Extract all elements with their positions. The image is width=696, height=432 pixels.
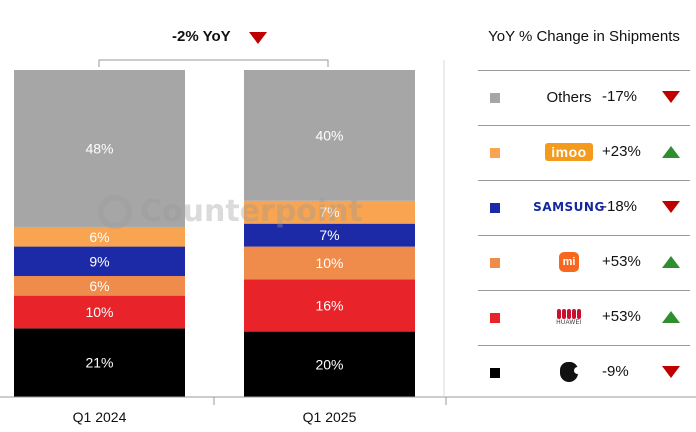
- data-label: 7%: [319, 227, 339, 243]
- bar-segment-samsung-q1-2024: [14, 246, 185, 277]
- bar-segment-others-q1-2025: [244, 70, 415, 201]
- data-label: 10%: [315, 255, 343, 271]
- imoo-logo-icon: imoo: [545, 143, 593, 161]
- samsung-logo-icon: SAMSUNG: [533, 200, 605, 214]
- down-arrow-icon: [662, 366, 680, 378]
- data-label: 48%: [85, 140, 113, 156]
- bar-segment-xiaomi-q1-2024: [14, 276, 185, 296]
- bar-segment-xiaomi-q1-2025: [244, 246, 415, 280]
- bar-segment-others-q1-2024: [14, 70, 185, 227]
- data-label: 16%: [315, 297, 343, 313]
- legend-row-apple: -9%: [478, 345, 690, 398]
- legend-swatch: [490, 258, 500, 268]
- up-arrow-icon: [662, 256, 680, 268]
- up-arrow-icon: [662, 146, 680, 158]
- xiaomi-logo-icon: mi: [559, 252, 579, 272]
- x-tick-label: Q1 2025: [303, 409, 357, 425]
- legend-yoy-change: -18%: [602, 198, 638, 215]
- legend-yoy-change: +53%: [602, 308, 641, 325]
- down-arrow-icon: [662, 91, 680, 103]
- legend-swatch: [490, 93, 500, 103]
- data-label: 20%: [315, 356, 343, 372]
- bar-segment-samsung-q1-2025: [244, 223, 415, 247]
- legend-brand: mi: [514, 236, 624, 288]
- yoy-down-arrow-icon: [249, 32, 267, 44]
- data-label: 6%: [89, 229, 109, 245]
- legend-row-samsung: SAMSUNG -18%: [478, 180, 690, 233]
- bar-segment-apple-q1-2024: [14, 328, 185, 397]
- legend-brand: [514, 346, 624, 398]
- data-label: 9%: [89, 253, 109, 269]
- legend-brand: Others: [514, 71, 624, 123]
- legend-brand: HUAWEI: [514, 291, 624, 343]
- data-label: 7%: [319, 204, 339, 220]
- x-tick-label: Q1 2024: [73, 409, 127, 425]
- legend-yoy-change: +53%: [602, 253, 641, 270]
- bar-segment-huawei-q1-2024: [14, 295, 185, 329]
- legend-swatch: [490, 313, 500, 323]
- up-arrow-icon: [662, 311, 680, 323]
- bar-segment-apple-q1-2025: [244, 331, 415, 397]
- yoy-annotation-label: -2% YoY: [172, 28, 231, 45]
- legend-brand: SAMSUNG: [514, 181, 624, 233]
- data-label: 6%: [89, 278, 109, 294]
- bar-segment-imoo-q1-2025: [244, 200, 415, 224]
- legend-swatch: [490, 148, 500, 158]
- bars-layer: 21% 10% 6% 9% 6% 48% 20% 16% 10% 7% 7% 40%: [14, 70, 415, 397]
- legend-row-imoo: imoo +23%: [478, 125, 690, 178]
- down-arrow-icon: [662, 201, 680, 213]
- brand-label: Others: [546, 88, 592, 106]
- data-label: 21%: [85, 355, 113, 371]
- legend-yoy-change: +23%: [602, 143, 641, 160]
- legend-row-others: Others -17%: [478, 70, 690, 123]
- legend-swatch: [490, 203, 500, 213]
- legend-title: YoY % Change in Shipments: [488, 28, 680, 45]
- bar-segment-huawei-q1-2025: [244, 279, 415, 332]
- data-label: 40%: [315, 127, 343, 143]
- legend-brand: imoo: [514, 126, 624, 178]
- yoy-bracket: [98, 59, 329, 67]
- legend-row-huawei: HUAWEI +53%: [478, 290, 690, 343]
- bar-segment-imoo-q1-2024: [14, 226, 185, 247]
- legend-row-mi: mi +53%: [478, 235, 690, 288]
- legend-yoy-change: -17%: [602, 88, 638, 105]
- huawei-logo-icon: HUAWEI: [556, 308, 582, 326]
- legend-swatch: [490, 368, 500, 378]
- data-label: 10%: [85, 304, 113, 320]
- x-tick-labels: Q1 2024 Q1 2025: [73, 409, 357, 425]
- legend-yoy-change: -9%: [602, 363, 629, 380]
- apple-logo-icon: [560, 362, 581, 382]
